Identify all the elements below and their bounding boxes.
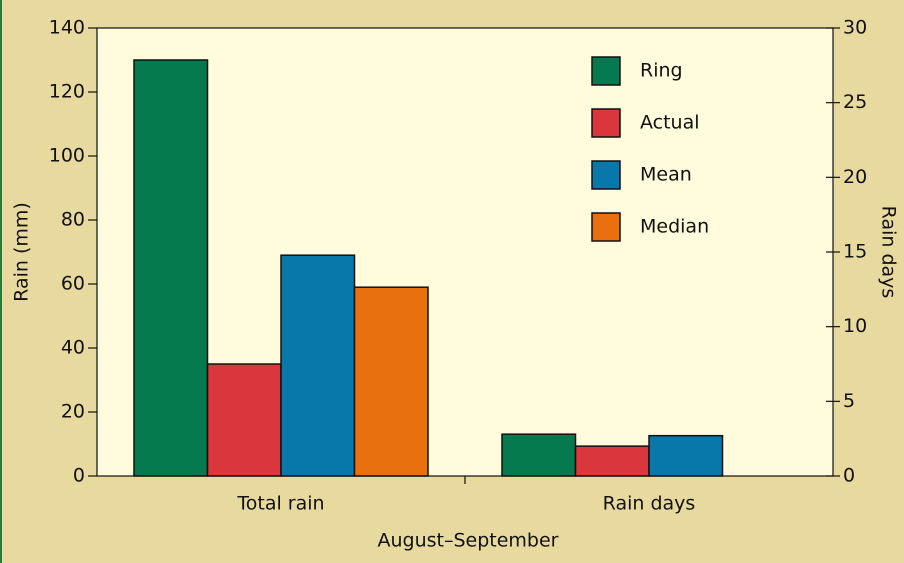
y2-tick-label: 10: [843, 315, 867, 337]
legend-label: Actual: [640, 112, 700, 134]
x-tick-label: Rain days: [603, 493, 696, 515]
bar: [648, 434, 724, 477]
bar: [353, 286, 429, 477]
y-tick-label: 20: [61, 401, 85, 423]
y-axis-label: Rain (mm): [11, 202, 33, 302]
y2-tick-label: 20: [843, 166, 867, 188]
x-axis-label: August–September: [377, 530, 558, 552]
y2-tick-label: 25: [843, 91, 867, 113]
y2-tick-label: 0: [843, 465, 855, 487]
bar: [501, 433, 577, 477]
y2-tick-label: 5: [843, 390, 855, 412]
y-tick-label: 60: [61, 273, 85, 295]
y-tick-label: 0: [73, 465, 85, 487]
legend-label: Ring: [640, 60, 683, 82]
bar: [280, 254, 356, 477]
y2-tick-label: 30: [843, 17, 867, 39]
y-tick-label: 120: [49, 81, 85, 103]
legend-swatch: [591, 108, 621, 138]
y2-tick-label: 15: [843, 241, 867, 263]
y-tick-label: 40: [61, 337, 85, 359]
bar: [133, 59, 209, 477]
y2-axis-label: Rain days: [878, 206, 900, 299]
legend-label: Mean: [640, 164, 692, 186]
x-tick-label: Total rain: [236, 493, 324, 515]
legend-swatch: [591, 212, 621, 242]
legend-label: Median: [640, 216, 709, 238]
legend-swatch: [591, 160, 621, 190]
legend-swatch: [591, 56, 621, 86]
bar: [206, 363, 282, 477]
bar: [574, 445, 650, 477]
y-tick-label: 140: [49, 17, 85, 39]
y-tick-label: 80: [61, 209, 85, 231]
y-tick-label: 100: [49, 145, 85, 167]
